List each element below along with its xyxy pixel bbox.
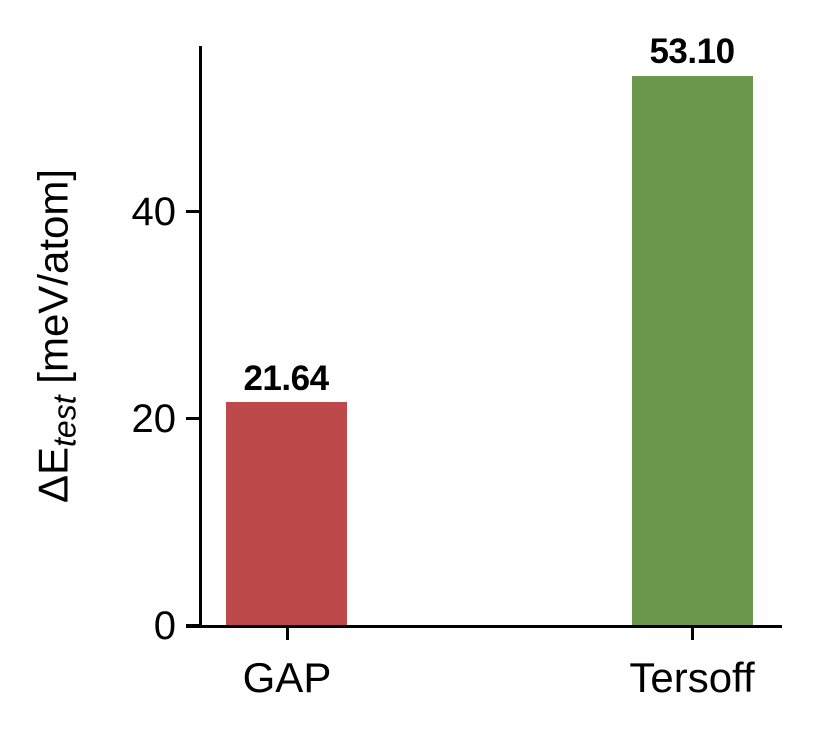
y-axis-title: ΔEtest [meV/atom]: [29, 168, 83, 504]
bar-gap: [226, 402, 347, 626]
y-axis-title-subscript: test: [46, 395, 83, 447]
y-tick-label-0: 0: [153, 604, 176, 648]
x-tick-tersoff: [691, 627, 694, 640]
x-tick-label-tersoff: Tersoff: [629, 654, 755, 701]
x-tick-gap: [286, 627, 289, 640]
y-axis-line: [199, 46, 202, 628]
y-tick-40: [186, 210, 200, 213]
x-tick-label-gap: GAP: [242, 654, 332, 701]
y-axis-title-unit: [meV/atom]: [29, 168, 77, 396]
y-tick-label-40: 40: [131, 190, 177, 234]
value-label-gap: 21.64: [243, 359, 329, 398]
value-label-tersoff: 53.10: [649, 32, 735, 71]
y-axis-title-main: ΔE: [29, 446, 77, 504]
y-tick-label-20: 20: [131, 397, 177, 441]
bar-tersoff: [632, 76, 753, 626]
x-axis-line: [186, 625, 782, 628]
y-tick-20: [186, 417, 200, 420]
